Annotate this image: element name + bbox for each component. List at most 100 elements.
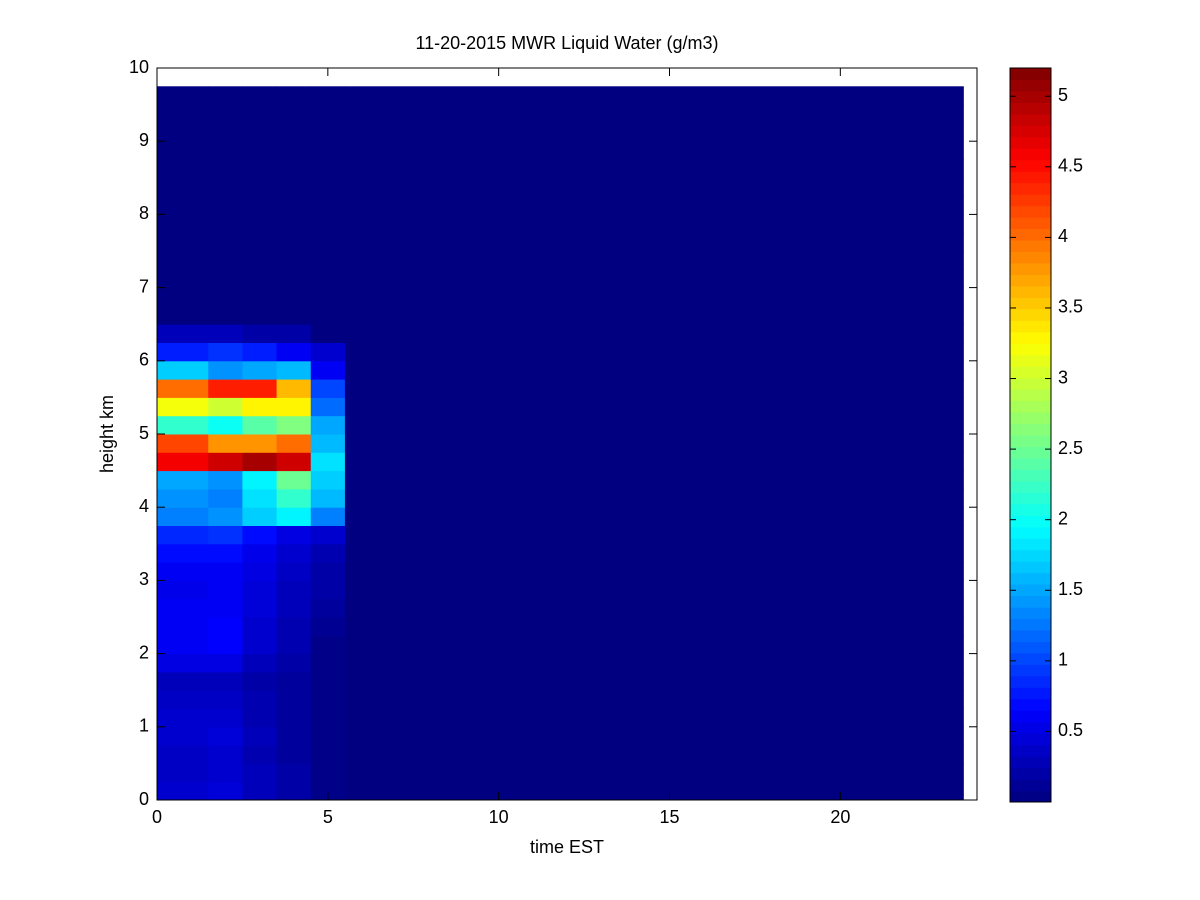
heat-cell [344,726,964,746]
x-tick-label: 10 [489,807,509,827]
heat-cell [208,159,243,179]
heat-cell [310,86,346,106]
heat-cell [310,196,346,215]
heat-cell [310,434,346,453]
heat-cell [344,86,964,106]
colorbar-segment [1010,331,1051,344]
colorbar-segment [1010,675,1051,688]
heat-cell [242,360,278,380]
colorbar-segment [1010,343,1051,356]
heat-cell [242,690,278,709]
heat-cell [157,543,209,563]
y-axis-label: height km [97,395,117,473]
colorbar-segment [1010,285,1051,298]
colorbar-segment [1010,641,1051,654]
heat-cell [208,543,243,563]
colorbar-segment [1010,549,1051,562]
colorbar-segment [1010,308,1051,321]
heat-cell [310,104,346,124]
heat-cell [344,141,964,160]
heat-cell [157,159,209,179]
heat-cell [242,726,278,746]
heat-cell [310,360,346,380]
heat-cell [276,671,312,691]
x-tick-label: 20 [830,807,850,827]
heat-cell [157,507,209,526]
heat-cell [242,781,278,801]
heat-cell [242,232,278,252]
heat-cell [157,434,209,453]
heat-cell [276,525,312,545]
heat-cell [242,287,278,307]
colorbar-segment [1010,354,1051,367]
heat-cell [276,653,312,673]
heat-cell [276,434,312,453]
y-tick-label: 5 [139,423,149,443]
colorbar-segment [1010,733,1051,746]
colorbar-segment [1010,652,1051,665]
colorbar-segment [1010,446,1051,459]
heat-cell [344,324,964,343]
y-tick-label: 0 [139,789,149,809]
heat-cell [157,104,209,124]
heat-cell [310,690,346,709]
heat-cell [157,177,209,197]
y-tick-label: 7 [139,276,149,296]
colorbar-segment [1010,194,1051,207]
heat-cell [310,653,346,673]
colorbar-segment [1010,480,1051,493]
heat-cell [157,379,209,398]
colorbar-segment [1010,113,1051,126]
colorbar-segment [1010,412,1051,425]
heat-cell [157,635,209,655]
heat-cell [344,397,964,417]
heat-cell [157,122,209,142]
heat-cell [242,653,278,673]
heat-cell [208,690,243,709]
heat-cell [310,562,346,581]
heat-cell [242,141,278,160]
colorbar-segment [1010,721,1051,734]
heat-cell [344,543,964,563]
heat-cell [276,562,312,581]
heat-cell [276,617,312,636]
heat-cell [310,781,346,801]
heat-cell [344,360,964,380]
heat-cell [242,269,278,289]
heat-cell [276,379,312,398]
heat-cell [208,525,243,545]
heat-cell [242,177,278,197]
heat-cell [344,379,964,398]
heat-cell [242,507,278,526]
heat-cell [208,122,243,142]
heat-cell [242,379,278,398]
heat-cell [208,379,243,398]
colorbar-segment [1010,217,1051,230]
colorbar-segment [1010,366,1051,379]
heat-cell [344,708,964,728]
colorbar-segment [1010,515,1051,528]
heat-cell [208,214,243,234]
heat-cell [310,507,346,526]
colorbar-tick-label: 1.5 [1058,579,1083,599]
heat-cell [157,580,209,600]
heat-cell [276,214,312,234]
heat-cell [208,635,243,655]
heat-cell [310,415,346,435]
heat-cell [310,287,346,307]
heat-cell [157,562,209,581]
heat-cell [208,86,243,106]
colorbar-segment [1010,607,1051,619]
colorbar-segment [1010,744,1051,757]
colorbar-segment [1010,102,1051,115]
heat-cell [344,488,964,508]
heat-cell [344,305,964,325]
heat-cell [310,708,346,728]
heat-cell [242,434,278,453]
heat-cell [276,580,312,600]
colorbar-segment [1010,457,1051,470]
heat-cell [276,104,312,124]
heat-cell [242,305,278,325]
heat-cell [276,470,312,490]
